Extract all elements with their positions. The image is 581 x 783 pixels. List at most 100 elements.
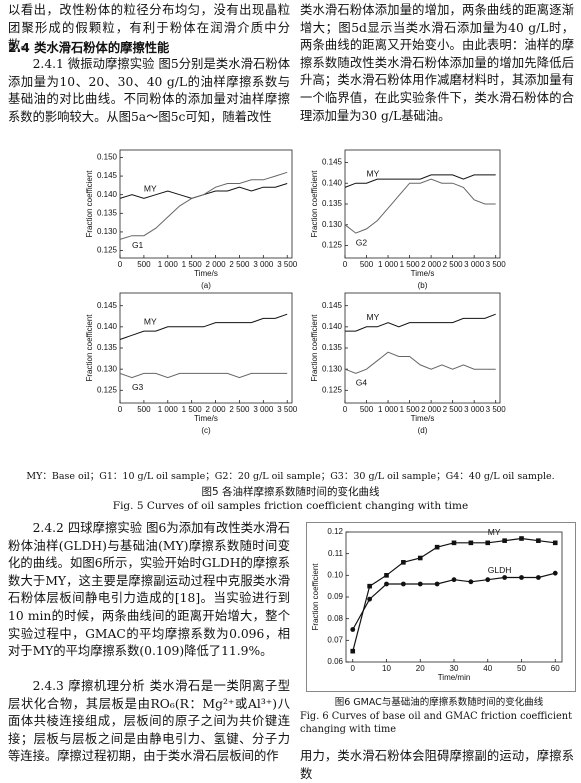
point (384, 581, 389, 587)
y-tick-label: 0.140 (322, 322, 343, 331)
paragraph: 2.4.3 摩擦机理分析 类水滑石是一类阴离子型层状化合物，其层板是由RO₆(R… (8, 679, 290, 764)
y-tick-label: 0.07 (327, 635, 343, 644)
point (552, 570, 558, 576)
series-label: GLDH (488, 565, 512, 575)
y-tick-label: 0.125 (322, 385, 343, 394)
x-tick-label: 3 000 (464, 260, 485, 269)
series-line (119, 171, 288, 240)
figure-caption: 图6 GMAC与基础油的摩擦系数随时间的变化曲线 (334, 697, 544, 708)
y-tick-label: 0.135 (322, 343, 343, 352)
point (502, 575, 508, 580)
point (451, 577, 457, 583)
point (502, 538, 507, 543)
figure-note: MY：Base oil；G1：10 g/L oil sample；G2：20 g… (26, 471, 555, 482)
x-tick-label: 0 (343, 260, 348, 269)
x-tick-label: 0 (343, 405, 348, 414)
plot-frame (345, 531, 563, 663)
x-tick-label: 2 000 (206, 260, 227, 269)
series-line (344, 178, 496, 234)
series-label: G3 (132, 382, 144, 392)
x-tick-label: 2 500 (229, 405, 250, 414)
point (384, 573, 389, 578)
series-line (352, 537, 556, 652)
figure-caption: Fig. 6 Curves of base oil and GMAC frict… (300, 711, 573, 735)
y-tick-label: 0.125 (322, 241, 343, 250)
series-label: G4 (356, 378, 368, 388)
point (401, 560, 406, 565)
y-tick-label: 0.130 (97, 364, 118, 373)
x-tick-label: 500 (360, 260, 374, 269)
paragraph: 2.4.2 四球摩擦实验 图6为添加有改性类水滑石粉体油样(GLDH)与基础油(… (8, 521, 290, 659)
series-label: G2 (356, 237, 368, 247)
x-axis-label: Time/s (194, 414, 218, 423)
x-tick-label: 500 (137, 260, 151, 269)
x-tick-label: 1 000 (378, 405, 399, 414)
x-axis-label: Time/s (411, 414, 435, 423)
x-tick-label: 2 500 (229, 260, 250, 269)
y-tick-label: 0.140 (97, 322, 118, 331)
x-tick-label: 3 500 (277, 405, 298, 414)
y-tick-label: 0.08 (327, 614, 343, 623)
figures: 0 500 1 000 1 500 2 000 2 500 3 000 3 5000.1250… (85, 149, 563, 682)
series-label: G1 (132, 240, 144, 250)
plot-frame (344, 149, 501, 259)
y-tick-label: 0.150 (97, 153, 118, 162)
point (417, 555, 423, 561)
x-tick-label: 2 000 (206, 405, 227, 414)
panel-label: (c) (201, 426, 211, 435)
y-axis-label: Fraction coefficient (85, 170, 94, 238)
x-tick-label: 3 000 (464, 405, 485, 414)
figure-frame (306, 522, 576, 692)
y-tick-label: 0.145 (322, 158, 343, 167)
figure-caption: 图5 各油样摩擦系数随时间的变化曲线 (201, 486, 380, 498)
x-axis-label: Time/min (438, 673, 471, 682)
x-tick-label: 3 500 (486, 405, 507, 414)
series-line (344, 351, 496, 374)
x-tick-label: 2 000 (421, 260, 442, 269)
y-tick-label: 0.145 (97, 171, 118, 180)
y-tick-label: 0.140 (322, 178, 343, 187)
plot-frame (344, 292, 501, 404)
x-tick-label: 1 500 (400, 405, 421, 414)
x-tick-label: 40 (483, 664, 492, 673)
point (519, 536, 524, 541)
paragraph: 类水滑石粉体添加量的增加，两条曲线的距离逐渐增大；图5d显示当类水滑石添加量为4… (300, 3, 574, 123)
y-tick-label: 0.130 (322, 220, 343, 229)
point (552, 540, 558, 546)
x-tick-label: 1 000 (378, 260, 399, 269)
x-tick-label: 2 500 (443, 405, 464, 414)
series-line (119, 372, 288, 379)
x-tick-label: 30 (450, 664, 459, 673)
point (451, 540, 457, 546)
point (485, 540, 491, 546)
x-tick-label: 1 000 (158, 405, 179, 414)
y-tick-label: 0.130 (322, 364, 343, 373)
panel-label: (d) (418, 426, 428, 435)
y-tick-label: 0.12 (327, 527, 343, 536)
paragraph: 以看出，改性粉体的粒径分布均匀，没有出现晶粒团聚形成的假颗粒，有利于粉体在润滑介… (8, 3, 290, 53)
y-tick-label: 0.11 (328, 549, 344, 558)
y-axis-label: Fraction coefficient (310, 314, 319, 382)
x-axis-label: Time/s (194, 269, 218, 278)
y-tick-label: 0.09 (327, 592, 343, 601)
section-heading: 2.4 类水滑石粉体的摩擦性能 (8, 41, 170, 55)
point (536, 538, 541, 543)
series-label: MY (144, 316, 157, 326)
y-tick-label: 0.06 (327, 657, 343, 666)
point (367, 583, 372, 589)
point (535, 575, 541, 580)
x-tick-label: 50 (517, 664, 526, 673)
y-axis-label: Fraction coefficient (310, 170, 319, 238)
x-tick-label: 2 000 (421, 405, 442, 414)
y-axis-label: Fraction coefficient (311, 563, 320, 631)
y-tick-label: 0.135 (97, 208, 118, 217)
y-tick-label: 0.145 (322, 301, 343, 310)
y-tick-label: 0.140 (97, 190, 118, 199)
x-tick-label: 500 (360, 405, 374, 414)
x-tick-label: 0 (118, 260, 123, 269)
point (400, 581, 406, 587)
point (519, 575, 524, 580)
plot-frame (119, 149, 293, 259)
page: 以看出，改性粉体的粒径分布均匀，没有出现晶粒团聚形成的假颗粒，有利于粉体在润滑介… (8, 3, 576, 781)
x-tick-label: 1 000 (158, 260, 179, 269)
